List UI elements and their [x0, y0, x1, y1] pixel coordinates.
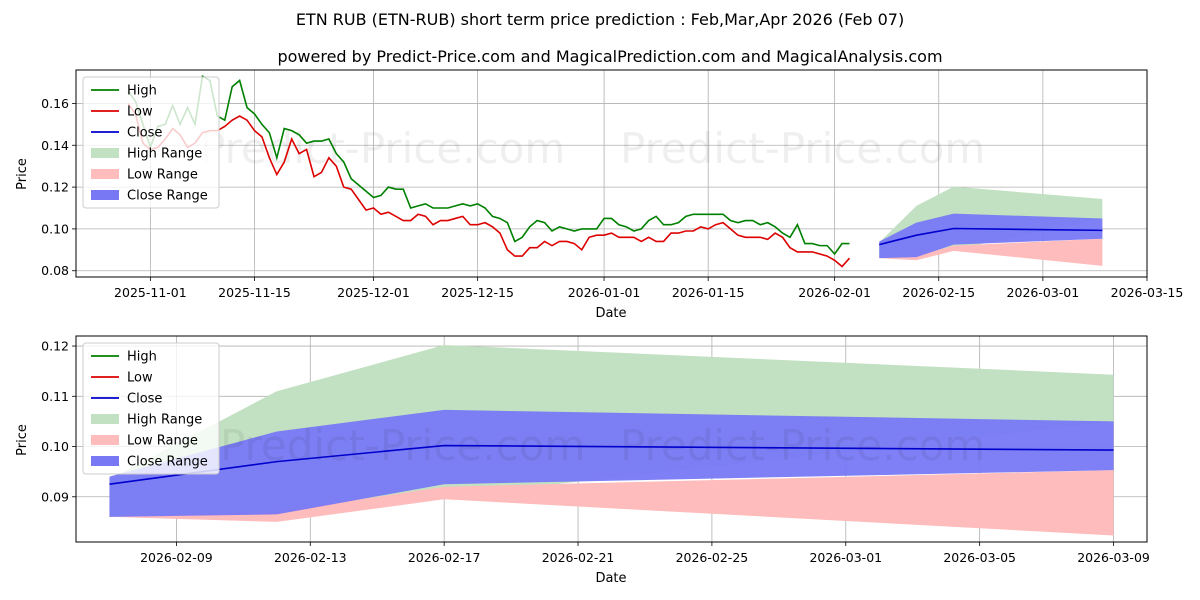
watermark-right-2: Predict-Price.com — [620, 421, 985, 470]
history-legend: High Low Close High Range Low Range Close Ran… — [82, 76, 220, 209]
x-tick-label: 2026-01-15 — [672, 285, 745, 300]
y-tick-label: 0.11 — [41, 389, 69, 404]
x-tick-label: 2026-02-09 — [140, 550, 213, 565]
x-tick-label: 2026-03-09 — [1077, 550, 1150, 565]
history-ticks: 2025-11-01 2025-11-15 2025-12-01 2025-12-15… — [41, 96, 1183, 300]
line-close — [879, 227, 1103, 246]
x-tick-label: 2026-02-21 — [542, 550, 615, 565]
forecast-ticks: 2026-02-09 2026-02-13 2026-02-17 2026-02-21… — [41, 339, 1150, 565]
y-tick-label: 0.10 — [41, 221, 69, 236]
legend-label-close-range: Close Range — [127, 455, 208, 470]
legend-swatch-high-range — [91, 148, 119, 158]
area-low-range — [879, 238, 1103, 266]
forecast-panel: Predict-Price.com Predict-Price.com 2026… — [15, 335, 1150, 586]
x-tick-label: 2026-03-15 — [1111, 285, 1184, 300]
forecast-range-areas — [109, 345, 1114, 536]
history-ylabel: Price — [15, 158, 30, 190]
line-high — [127, 75, 850, 256]
legend-label-low-range: Low Range — [127, 434, 198, 449]
x-tick-label: 2026-02-13 — [274, 550, 347, 565]
legend-swatch-close-range — [91, 456, 119, 466]
x-tick-label: 2026-02-01 — [798, 285, 871, 300]
y-tick-label: 0.12 — [41, 180, 69, 195]
legend-swatch-low-range — [91, 169, 119, 179]
x-tick-label: 2026-02-15 — [902, 285, 975, 300]
legend-swatch-close-range — [91, 190, 119, 200]
legend-label-close: Close — [127, 392, 162, 407]
legend-label-close: Close — [127, 126, 162, 141]
forecast-axes-frame — [75, 335, 1148, 543]
x-tick-label: 2026-03-01 — [1007, 285, 1080, 300]
history-xlabel: Date — [595, 306, 626, 321]
forecast-xlabel: Date — [595, 571, 626, 586]
forecast-legend: High Low Close High Range Low Range Close Ran… — [82, 342, 220, 475]
x-tick-label: 2026-03-01 — [809, 550, 882, 565]
history-lines — [127, 75, 1103, 268]
legend-label-high-range: High Range — [127, 147, 202, 162]
legend-label-high: High — [127, 84, 157, 99]
legend-label-low: Low — [127, 371, 153, 386]
x-tick-label: 2026-02-25 — [676, 550, 749, 565]
legend-label-high-range: High Range — [127, 413, 202, 428]
x-tick-label: 2025-11-15 — [218, 285, 291, 300]
chart-subtitle: powered by Predict-Price.com and Magical… — [277, 47, 942, 66]
legend-label-low: Low — [127, 105, 153, 120]
legend-swatch-low-range — [91, 435, 119, 445]
forecast-ylabel: Price — [15, 424, 30, 456]
history-panel: Predict-Price.com Predict-Price.com 2025… — [15, 69, 1183, 321]
x-tick-label: 2025-12-15 — [441, 285, 514, 300]
legend-label-close-range: Close Range — [127, 189, 208, 204]
y-tick-label: 0.12 — [41, 339, 69, 354]
x-tick-label: 2026-03-05 — [943, 550, 1016, 565]
y-tick-label: 0.08 — [41, 263, 69, 278]
history-range-areas — [879, 186, 1103, 266]
chart-title: ETN RUB (ETN-RUB) short term price predi… — [296, 10, 904, 29]
x-tick-label: 2026-02-17 — [408, 550, 481, 565]
x-tick-label: 2026-01-01 — [568, 285, 641, 300]
y-tick-label: 0.09 — [41, 489, 69, 504]
x-tick-label: 2025-11-01 — [114, 285, 187, 300]
y-tick-label: 0.16 — [41, 96, 69, 111]
area-close-range — [109, 409, 1114, 517]
area-low-range — [109, 470, 1114, 536]
line-low — [127, 102, 851, 268]
watermark-right: Predict-Price.com — [620, 124, 985, 173]
watermark-left: Predict-Price.com — [200, 124, 565, 173]
legend-swatch-high-range — [91, 414, 119, 424]
legend-label-high: High — [127, 350, 157, 365]
y-tick-label: 0.10 — [41, 439, 69, 454]
y-tick-label: 0.14 — [41, 138, 69, 153]
history-axes-frame — [75, 69, 1148, 278]
x-tick-label: 2025-12-01 — [337, 285, 410, 300]
area-close-range — [879, 213, 1103, 259]
legend-label-low-range: Low Range — [127, 168, 198, 183]
